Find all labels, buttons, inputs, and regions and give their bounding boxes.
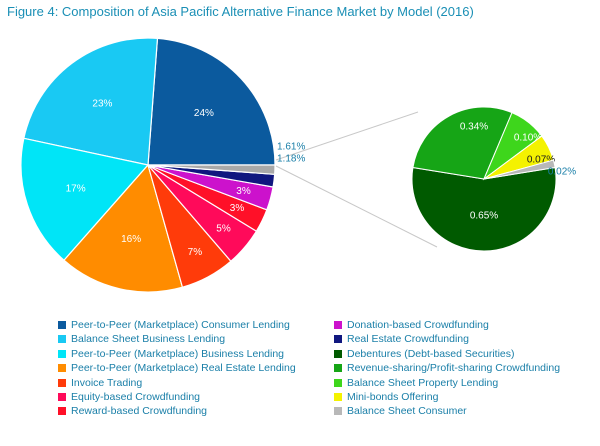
breakout-label-revenue-sharing-profit-sharing-crowdfunding: 0.34%	[460, 122, 488, 133]
legend-item-real-estate-crowdfunding: Real Estate Crowdfunding	[334, 332, 560, 346]
main-slice-balance-sheet-business-lending	[23, 37, 159, 166]
legend-label: Balance Sheet Consumer	[347, 405, 467, 418]
legend-swatch	[334, 349, 342, 358]
legend-label: Equity-based Crowdfunding	[71, 390, 200, 403]
legend-swatch	[334, 321, 342, 329]
main-slice-peer-to-peer-marketplace-business-lending	[20, 137, 150, 262]
legend-swatch	[334, 364, 342, 373]
legend-item-peer-to-peer-marketplace-business-lending: Peer-to-Peer (Marketplace) Business Lend…	[58, 347, 296, 361]
legend-item-invoice-trading: Invoice Trading	[58, 376, 296, 390]
main-label-peer-to-peer-marketplace-real-estate-lending: 16%	[121, 234, 141, 245]
legend-label: Balance Sheet Business Lending	[71, 333, 226, 346]
main-label-donation-based-crowdfunding: 3%	[236, 186, 251, 197]
legend-label: Debentures (Debt-based Securities)	[347, 347, 515, 360]
main-label-peer-to-peer-marketplace-business-lending: 17%	[66, 183, 86, 194]
legend-item-debentures-debt-based-securities: Debentures (Debt-based Securities)	[334, 347, 560, 361]
connector-line-2	[275, 165, 438, 248]
legend-swatch	[334, 392, 342, 401]
main-label-peer-to-peer-marketplace-consumer-lending: 24%	[194, 108, 214, 119]
legend-item-peer-to-peer-marketplace-real-estate-lending: Peer-to-Peer (Marketplace) Real Estate L…	[58, 361, 296, 375]
legend-item-balance-sheet-consumer: Balance Sheet Consumer	[334, 404, 560, 418]
main-label-reward-based-crowdfunding: 3%	[230, 203, 245, 214]
legend-swatch	[58, 349, 66, 358]
legend-swatch	[58, 321, 66, 329]
legend-label: Balance Sheet Property Lending	[347, 376, 499, 389]
legend-swatch	[58, 335, 66, 344]
legend-label: Peer-to-Peer (Marketplace) Consumer Lend…	[71, 319, 290, 331]
legend-item-balance-sheet-business-lending: Balance Sheet Business Lending	[58, 332, 296, 346]
breakout-slice-balance-sheet-consumer	[483, 159, 556, 180]
legend-item-reward-based-crowdfunding: Reward-based Crowdfunding	[58, 404, 296, 418]
legend-swatch	[334, 378, 342, 387]
legend-item-revenue-sharing-profit-sharing-crowdfunding: Revenue-sharing/Profit-sharing Crowdfund…	[334, 361, 560, 375]
main-label-balance-sheet-business-lending: 23%	[92, 99, 112, 110]
legend-item-peer-to-peer-marketplace-consumer-lending: Peer-to-Peer (Marketplace) Consumer Lend…	[58, 318, 296, 332]
breakout-connectors	[275, 111, 438, 248]
main-slice-peer-to-peer-marketplace-real-estate-lending	[63, 163, 184, 293]
legend-column-left: Peer-to-Peer (Marketplace) Consumer Lend…	[58, 318, 296, 419]
legend-label: Peer-to-Peer (Marketplace) Real Estate L…	[71, 362, 296, 375]
legend-label: Peer-to-Peer (Marketplace) Business Lend…	[71, 347, 285, 360]
legend-label: Reward-based Crowdfunding	[71, 405, 207, 418]
legend-swatch	[58, 407, 66, 416]
legend-column-right: Donation-based Crowdfunding Real Estate C…	[334, 318, 560, 419]
legend-swatch	[334, 407, 342, 416]
connector-line-1	[275, 111, 419, 161]
main-label-other-exploded: 1.18%	[277, 154, 305, 165]
main-label-real-estate-crowdfunding: 1.61%	[277, 142, 305, 153]
main-label-equity-based-crowdfunding: 5%	[216, 224, 231, 235]
breakout-slice-debentures-debt-based-securities	[411, 166, 557, 252]
chart-title: Figure 4: Composition of Asia Pacific Al…	[7, 4, 474, 19]
legend-item-mini-bonds-offering: Mini-bonds Offering	[334, 390, 560, 404]
legend-label: Invoice Trading	[71, 376, 143, 389]
legend-item-equity-based-crowdfunding: Equity-based Crowdfunding	[58, 390, 296, 404]
main-label-invoice-trading: 7%	[188, 247, 203, 258]
legend-swatch	[58, 392, 66, 401]
breakout-label-balance-sheet-property-lending: 0.10%	[514, 133, 542, 144]
main-slice-other-exploded	[147, 164, 276, 175]
pie-charts: 24% 23% 17% 16% 7% 5% 3% 3% 1.61%1.18% 0.65% 0.34…	[20, 37, 576, 293]
breakout-slice-revenue-sharing-profit-sharing-crowdfunding	[412, 106, 513, 180]
breakout-label-mini-bonds-offering: 0.07%	[527, 155, 555, 166]
legend-swatch	[334, 335, 342, 344]
breakout-label-debentures-debt-based-securities: 0.65%	[470, 211, 498, 222]
legend-item-donation-based-crowdfunding: Donation-based Crowdfunding	[334, 318, 560, 332]
breakout-pie: 0.65% 0.34% 0.10% 0.07%0.02%	[411, 106, 576, 252]
legend-label: Donation-based Crowdfunding	[347, 319, 489, 331]
breakout-label-balance-sheet-consumer: 0.02%	[548, 167, 576, 178]
legend-item-balance-sheet-property-lending: Balance Sheet Property Lending	[334, 376, 560, 390]
legend-label: Real Estate Crowdfunding	[347, 333, 469, 346]
legend-label: Mini-bonds Offering	[347, 390, 439, 403]
legend-label: Revenue-sharing/Profit-sharing Crowdfund…	[347, 362, 561, 375]
legend-swatch	[58, 378, 66, 387]
main-pie: 24% 23% 17% 16% 7% 5% 3% 3% 1.61%1.18%	[20, 37, 305, 293]
legend-swatch	[58, 364, 66, 373]
main-slice-peer-to-peer-marketplace-consumer-lending	[147, 37, 276, 166]
